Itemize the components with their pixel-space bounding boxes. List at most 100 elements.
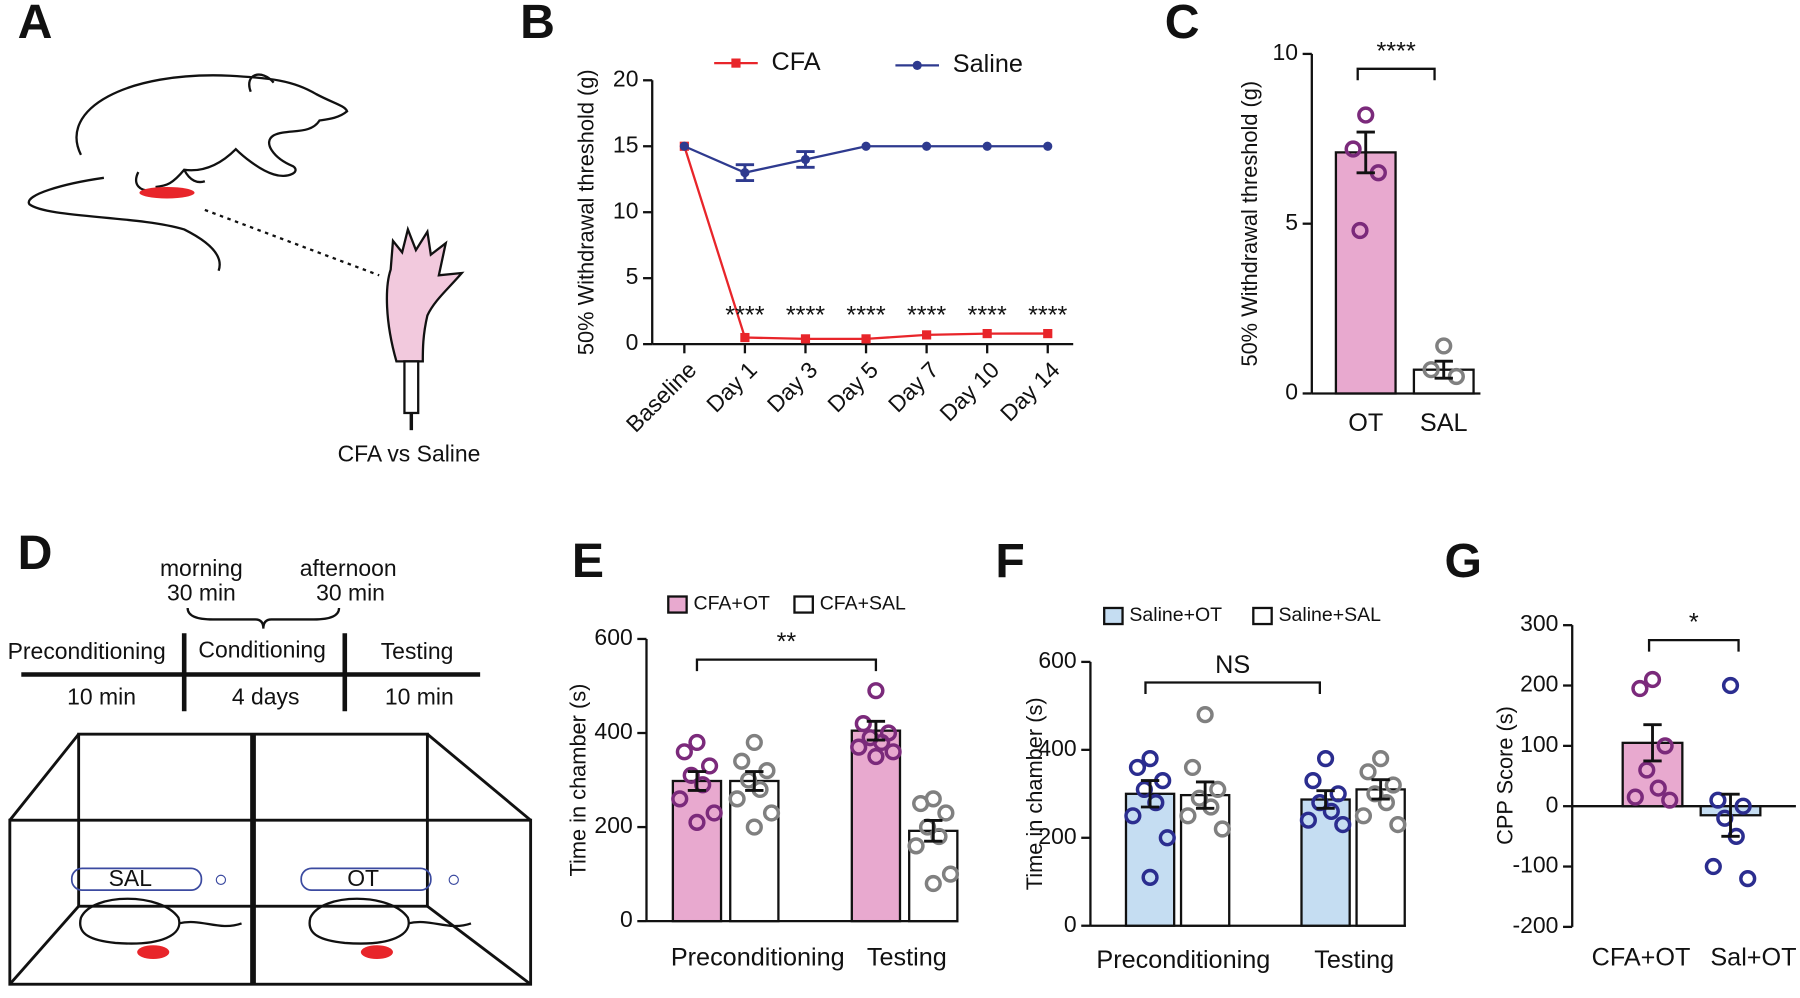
y-tick-label: 10	[613, 197, 639, 223]
data-point	[1422, 361, 1440, 379]
panel-letter: C	[1165, 0, 1200, 49]
marker	[982, 328, 992, 339]
data-point	[1704, 857, 1722, 876]
y-tick-label: 5	[626, 263, 639, 289]
tube	[300, 867, 432, 892]
marker	[740, 332, 750, 343]
data-point	[1359, 763, 1377, 781]
data-point	[907, 837, 925, 855]
annotation: ****	[846, 301, 885, 329]
session-duration: 30 min	[316, 579, 385, 605]
chamber-box	[8, 732, 533, 986]
injected-paw	[139, 186, 195, 199]
data-point	[1183, 758, 1202, 777]
marker	[679, 141, 689, 151]
y-tick-label: 0	[620, 906, 633, 932]
data-point	[1141, 868, 1159, 886]
data-point	[1638, 761, 1656, 779]
y-tick-label: 0	[1546, 791, 1559, 817]
data-point	[884, 743, 902, 761]
data-point	[850, 738, 868, 756]
x-tick-label: Preconditioning	[671, 944, 845, 972]
significance-bracket	[1144, 681, 1321, 695]
legend-swatch	[793, 595, 814, 614]
data-point	[1304, 772, 1322, 790]
rat-body	[75, 74, 349, 189]
syringe	[403, 360, 420, 415]
session-duration: 30 min	[167, 579, 236, 605]
data-point	[873, 733, 891, 752]
dotted-pointer	[204, 208, 380, 277]
x-tick-label: Testing	[1314, 946, 1394, 974]
significance-label: ****	[1376, 37, 1415, 65]
bar	[1334, 151, 1397, 395]
phase-duration: 10 min	[385, 684, 454, 710]
data-point	[1372, 750, 1390, 768]
legend-label: CFA+OT	[694, 593, 770, 615]
data-point	[671, 790, 689, 808]
data-point	[1389, 815, 1407, 834]
marker	[800, 154, 811, 165]
y-tick-label: 200	[1038, 823, 1076, 849]
brace	[186, 607, 341, 629]
data-point	[1377, 794, 1395, 812]
error-bar	[1140, 779, 1160, 809]
legend-marker	[731, 58, 741, 68]
phase-duration: 4 days	[232, 684, 300, 710]
y-tick-label: 0	[1064, 911, 1077, 937]
legend-swatch	[1252, 606, 1273, 626]
error-bar	[1371, 778, 1390, 801]
panel-letter: A	[18, 0, 53, 49]
panel-letter: G	[1445, 534, 1482, 588]
y-tick-label: 5	[1285, 209, 1298, 235]
y-tick-label: 0	[1285, 379, 1298, 405]
panel-letter: B	[520, 0, 555, 49]
annotation: ****	[1028, 301, 1067, 329]
data-point	[1124, 807, 1142, 825]
bar	[671, 779, 723, 923]
marker	[1043, 328, 1053, 339]
data-point	[1631, 679, 1649, 698]
data-point	[867, 682, 885, 700]
marker	[861, 141, 871, 151]
data-point	[745, 818, 763, 836]
legend-marker	[912, 60, 922, 70]
legend-label: Saline	[953, 50, 1023, 78]
data-point	[675, 743, 693, 761]
data-point	[1316, 750, 1335, 768]
data-point	[1213, 820, 1231, 838]
tube	[70, 867, 203, 892]
panel-a: A CFA vs Saline	[18, 0, 481, 466]
data-point	[728, 790, 746, 808]
y-tick-label: 0	[626, 329, 639, 355]
data-point	[1643, 670, 1662, 689]
data-point	[1299, 811, 1317, 829]
data-point	[1322, 802, 1340, 821]
annotation: ****	[968, 301, 1007, 329]
marker	[861, 334, 871, 344]
annotation: ****	[786, 301, 825, 329]
data-point	[1357, 106, 1375, 124]
data-point	[1447, 367, 1465, 386]
legend-label: Saline+SAL	[1279, 604, 1382, 626]
error-bar	[745, 770, 764, 792]
y-tick-label: 400	[594, 718, 632, 744]
marker	[1043, 141, 1053, 151]
data-point	[1661, 791, 1679, 809]
y-tick-label: 100	[1520, 731, 1558, 757]
data-point	[924, 874, 942, 893]
data-point	[1334, 815, 1352, 834]
data-point	[1179, 807, 1197, 825]
annotation: ****	[907, 301, 946, 329]
legend-label: CFA	[772, 48, 821, 76]
mouse	[79, 897, 242, 959]
y-tick-label: 200	[1520, 671, 1558, 697]
phase-name: Testing	[381, 638, 454, 664]
data-point	[705, 804, 723, 822]
y-axis-label: 50% Withdrawal threshold (g)	[1237, 81, 1262, 367]
y-tick-label: -200	[1513, 912, 1559, 938]
panel-letter: F	[995, 534, 1024, 588]
error-bar	[1721, 792, 1740, 838]
data-point	[941, 865, 960, 883]
